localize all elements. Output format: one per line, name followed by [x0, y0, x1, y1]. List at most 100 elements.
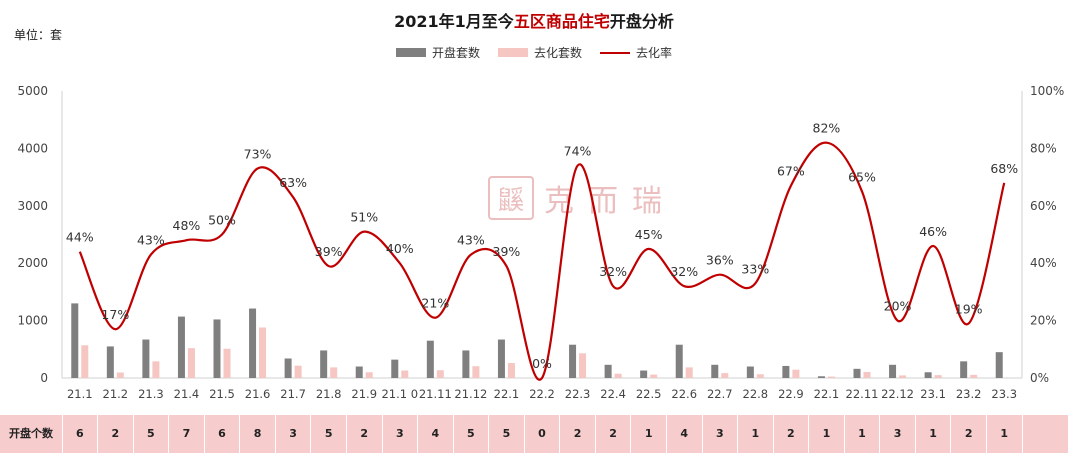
rate-data-label: 74% — [564, 144, 592, 159]
bar-sold — [934, 375, 942, 378]
rate-data-label: 33% — [741, 261, 769, 276]
table-cell: 2 — [787, 427, 795, 440]
bar-open — [675, 344, 683, 378]
x-tick-label: 22.11 — [846, 387, 879, 401]
bar-sold — [81, 345, 89, 378]
rate-data-label: 32% — [670, 264, 698, 279]
bar-sold — [507, 363, 515, 378]
bar-sold — [970, 374, 978, 378]
bar-sold — [614, 373, 622, 378]
y-left-tick-label: 4000 — [17, 141, 48, 155]
table-separator — [665, 415, 667, 453]
table-cell: 3 — [715, 427, 724, 440]
table-cell: 2 — [111, 427, 120, 440]
rate-data-label: 43% — [137, 233, 165, 248]
title-highlight: 五区商品住宅 — [513, 12, 610, 31]
table-separator — [381, 415, 383, 453]
bar-open — [746, 366, 754, 378]
bar-sold — [579, 353, 587, 378]
table-separator — [488, 415, 490, 453]
table-separator — [701, 415, 703, 453]
bar-open — [177, 316, 185, 378]
bar-open — [320, 350, 328, 378]
table-cell: 4 — [431, 427, 440, 440]
table-separator — [97, 415, 99, 453]
bar-sold — [259, 327, 267, 378]
rate-data-label: 32% — [599, 264, 627, 279]
y-left-tick-label: 0 — [40, 371, 48, 385]
table-cell: 1 — [822, 427, 831, 440]
rate-line — [78, 141, 1006, 381]
watermark: 鼷 克而瑞 — [488, 176, 676, 220]
bar-sold — [650, 374, 658, 378]
x-tick-label: 21.1 — [67, 387, 93, 401]
y-right-tick-label: 60% — [1030, 199, 1057, 213]
table-cell: 5 — [467, 427, 475, 440]
table-cell: 6 — [218, 427, 226, 440]
rate-data-label: 20% — [884, 299, 912, 314]
legend-swatch-open — [395, 48, 426, 57]
bar-open — [604, 364, 612, 378]
legend: 开盘套数 去化套数 去化率 — [0, 44, 1068, 61]
bar-sold — [899, 375, 907, 378]
legend-item-rate: 去化率 — [600, 44, 672, 61]
bar-sold — [330, 367, 338, 378]
table-cell: 8 — [253, 427, 262, 440]
table-row-label: 开盘个数 — [9, 427, 53, 440]
table-cell: 5 — [147, 427, 155, 440]
bar-sold — [152, 361, 160, 378]
rate-data-label: 51% — [350, 210, 378, 225]
table-separator — [310, 415, 312, 453]
table-separator — [559, 415, 561, 453]
x-tick-label: 22.5 — [636, 387, 662, 401]
bar-open — [711, 364, 719, 378]
x-tick-label: 21.8 — [316, 387, 342, 401]
legend-item-open: 开盘套数 — [395, 44, 480, 61]
x-tick-label: 22.9 — [778, 387, 804, 401]
bar-open — [284, 358, 292, 378]
table-cell: 3 — [893, 427, 902, 440]
x-tick-label: 21.2 — [103, 387, 129, 401]
bar-sold — [187, 348, 195, 378]
table-separator — [737, 415, 739, 453]
bar-sold — [685, 367, 693, 378]
bar-open — [889, 364, 897, 378]
rate-data-label: 82% — [813, 121, 841, 136]
rate-data-label: 39% — [315, 244, 343, 259]
rate-data-label: 39% — [493, 244, 521, 259]
rate-data-label: 46% — [919, 224, 947, 239]
y-right-tick-label: 40% — [1030, 256, 1057, 270]
bar-open — [249, 308, 257, 378]
rate-data-label: 44% — [66, 230, 94, 245]
table-separator — [203, 415, 205, 453]
rate-data-label: 40% — [386, 241, 414, 256]
y-left-tick-label: 1000 — [17, 314, 48, 328]
x-tick-label: 21.11 — [419, 387, 452, 401]
table-separator — [808, 415, 810, 453]
y-right-tick-label: 20% — [1030, 314, 1057, 328]
y-right-tick-label: 100% — [1030, 84, 1064, 98]
chart-title: 2021年1月至今五区商品住宅开盘分析 — [0, 8, 1068, 32]
table-separator — [772, 415, 774, 453]
table-separator — [417, 415, 419, 453]
rate-data-label: 63% — [279, 175, 307, 190]
x-tick-label: 21.6 — [245, 387, 271, 401]
bar-open — [426, 340, 434, 378]
bar-open — [71, 303, 79, 378]
bar-open — [853, 368, 861, 378]
legend-item-sold: 去化套数 — [497, 44, 582, 61]
table-cell: 1 — [1000, 427, 1009, 440]
x-tick-label: 23.1 — [920, 387, 946, 401]
rate-data-label: 21% — [421, 296, 449, 311]
bar-sold — [365, 372, 373, 378]
legend-label-open: 开盘套数 — [431, 46, 480, 60]
rate-data-label: 17% — [101, 307, 129, 322]
legend-swatch-rate — [600, 51, 630, 54]
unit-label: 单位：套 — [14, 28, 63, 42]
bar-open — [640, 370, 648, 378]
bar-sold — [756, 374, 764, 378]
table-cell: 2 — [964, 427, 973, 440]
bar-sold — [827, 376, 835, 378]
bar-sold — [436, 370, 444, 378]
table-cell: 5 — [502, 427, 511, 440]
